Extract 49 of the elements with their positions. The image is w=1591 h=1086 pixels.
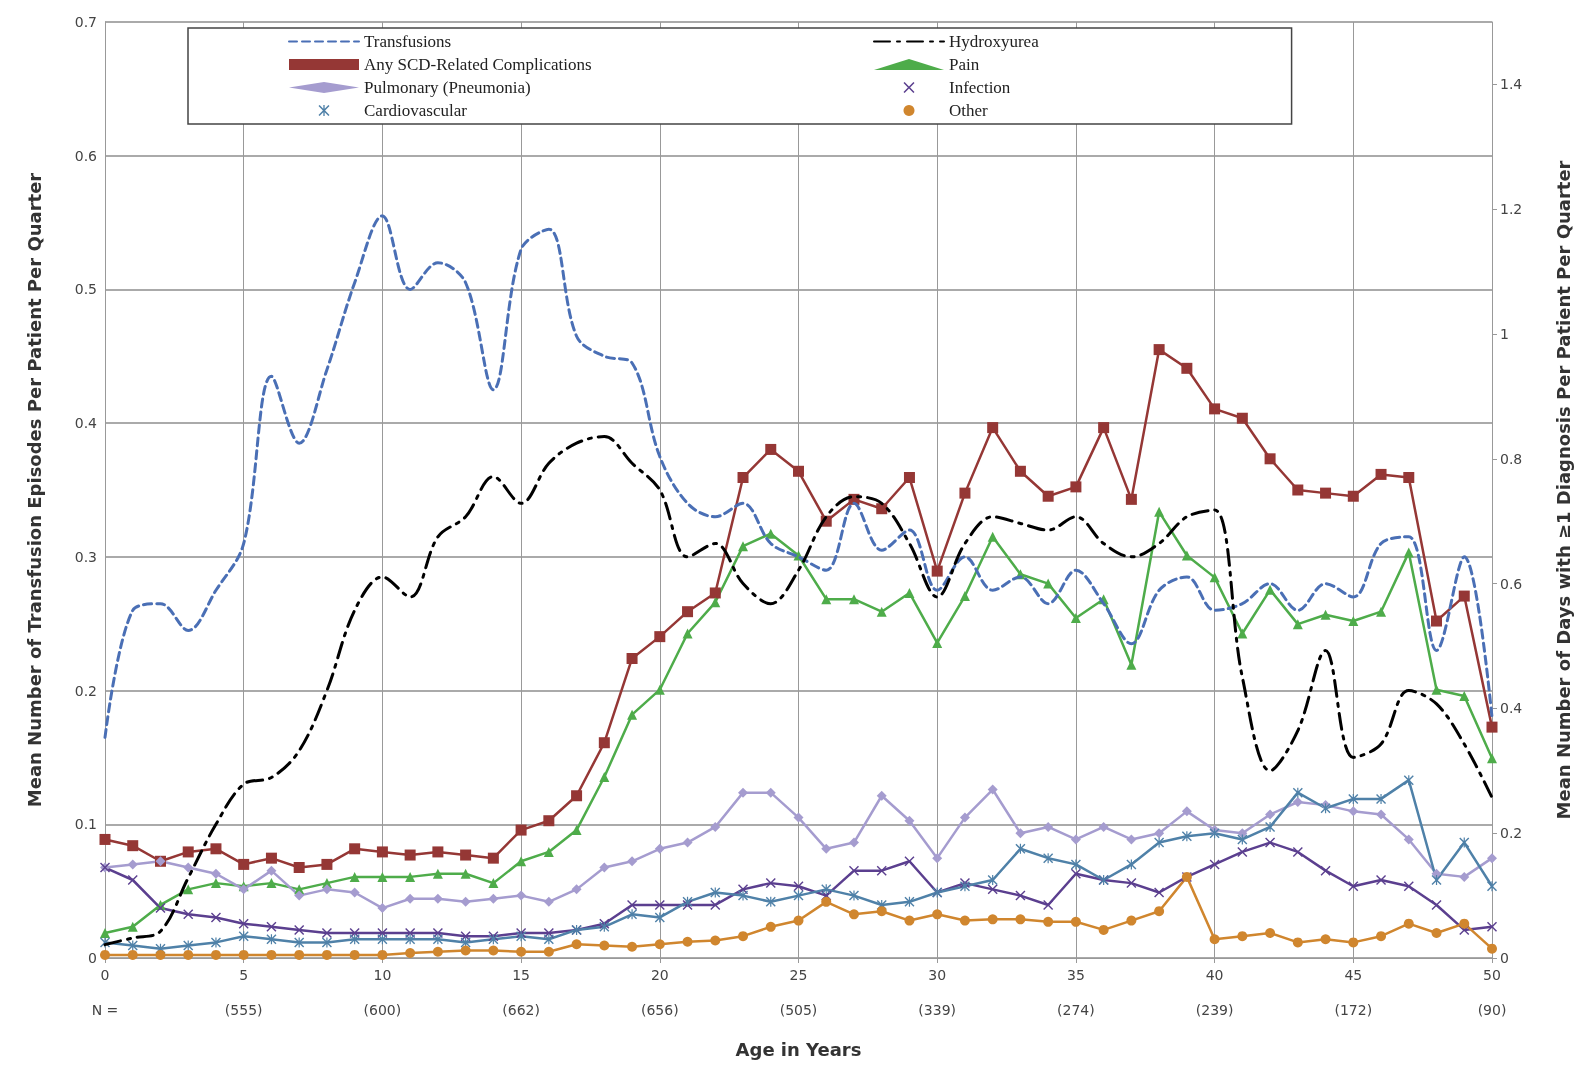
text: (662) <box>502 1002 540 1018</box>
y2-tick-label: 0 <box>1500 950 1509 966</box>
x-tick-label: 30 <box>928 967 947 983</box>
y2-tick-label: 0.6 <box>1500 575 1523 592</box>
text: (656) <box>640 1002 679 1018</box>
x-tick-label: 50 <box>1483 967 1501 983</box>
x-tick-label: 45 <box>1344 967 1363 983</box>
x-tick-label: 20 <box>650 967 669 983</box>
y-tick-label: 0.1 <box>74 816 97 833</box>
y-tick-label: 0 <box>88 950 97 966</box>
x-tick-label: 5 <box>239 967 249 983</box>
text: (339) <box>918 1002 957 1018</box>
text: (239) <box>1195 1002 1234 1018</box>
y2-tick-label: 0.4 <box>1500 700 1523 717</box>
text: (172) <box>1334 1002 1373 1018</box>
y-tick-label: 0.2 <box>74 682 97 699</box>
x-tick-label: 35 <box>1066 967 1085 983</box>
x-tick-label: 15 <box>512 967 531 983</box>
x-axis-title: Age in Years <box>735 1038 862 1060</box>
text: (600) <box>363 1002 402 1018</box>
y-tick-label: 0.6 <box>74 147 98 164</box>
legend-label: Cardiovascular <box>364 101 468 120</box>
x-tick-label: 40 <box>1205 967 1224 983</box>
y2-tick-label: 1.2 <box>1500 201 1523 218</box>
legend-label: Pain <box>949 55 980 74</box>
y-tick-label: 0.4 <box>74 415 98 432</box>
legend-label: Other <box>949 101 989 120</box>
y2-tick-label: 1 <box>1500 326 1509 342</box>
text: N = <box>91 1002 119 1018</box>
text: (274) <box>1057 1002 1095 1018</box>
text: (505) <box>779 1002 818 1018</box>
y2-tick-label: 0.2 <box>1500 825 1523 842</box>
x-tick-label: 10 <box>373 967 392 983</box>
x-tick-label: 0 <box>100 967 110 983</box>
y-tick-label: 0.5 <box>74 281 97 298</box>
legend-label: Infection <box>949 78 1011 97</box>
legend-label: Hydroxyurea <box>949 32 1040 51</box>
y-tick-label: 0.3 <box>74 548 97 565</box>
y-axis-title: Mean Number of Transfusion Episodes Per Patient Per Quarter <box>23 172 45 808</box>
y2-axis-title: Mean Number of Days with ≥1 Diagnosis Per Patient Per Quarter <box>1552 160 1574 820</box>
text: (90) <box>1477 1002 1507 1018</box>
legend-label: Transfusions <box>364 32 452 51</box>
x-tick-label: 25 <box>789 967 808 983</box>
legend-label: Pulmonary (Pneumonia) <box>364 78 531 97</box>
text: (555) <box>224 1002 263 1018</box>
legend-label: Any SCD-Related Complications <box>364 55 592 74</box>
y-tick-label: 0.7 <box>74 14 97 30</box>
y2-tick-label: 1.4 <box>1500 76 1523 93</box>
y2-tick-label: 0.8 <box>1500 450 1523 467</box>
